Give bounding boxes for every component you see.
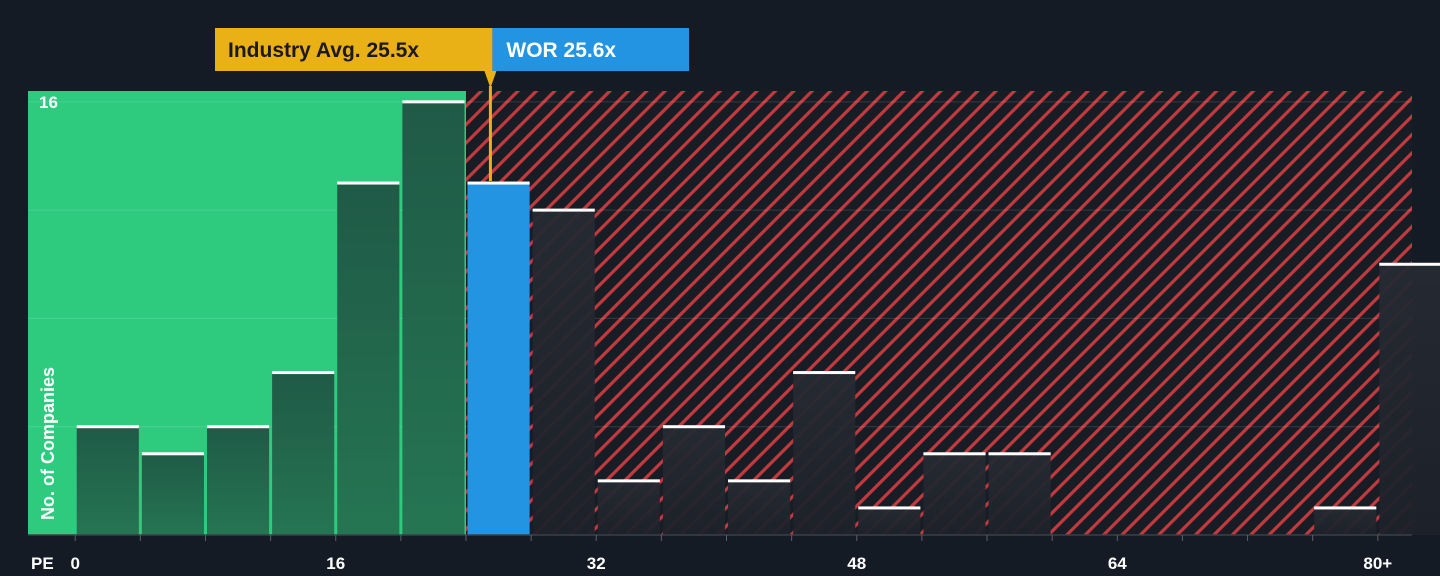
histogram-bar — [858, 507, 921, 535]
bar-top-cap — [1379, 262, 1440, 266]
histogram-bar — [988, 453, 1051, 535]
industry-avg-label-box — [215, 28, 493, 71]
histogram-bar — [76, 426, 139, 535]
bar-top-cap — [793, 371, 856, 375]
bar-top-cap — [467, 181, 530, 185]
bar-top-cap — [402, 100, 465, 104]
histogram-bar — [1379, 264, 1440, 535]
histogram-bar — [402, 101, 465, 535]
histogram-bar — [1314, 507, 1377, 535]
histogram-bar — [662, 426, 726, 535]
x-ticks: 0 16 32 48 64 80+ — [70, 535, 1392, 573]
bar-top-cap — [206, 425, 270, 429]
bar-top-cap — [858, 506, 921, 510]
bar-top-cap — [988, 452, 1051, 456]
histogram-bar — [141, 453, 204, 535]
company-label-box — [492, 28, 689, 71]
company-label: WOR 25.6x — [506, 39, 616, 62]
histogram-bar — [532, 210, 595, 535]
x-tick-label: 0 — [70, 554, 79, 571]
bar-top-cap — [76, 425, 139, 429]
x-tick-label: 64 — [1108, 554, 1127, 571]
histogram-bar — [597, 480, 660, 535]
bar-top-cap — [532, 208, 595, 212]
y-axis-label: No. of Companies — [38, 367, 58, 520]
histogram-bar — [793, 372, 856, 535]
y-tick-label: 16 — [39, 93, 58, 112]
bars-group — [76, 100, 1440, 536]
histogram-bar — [272, 372, 335, 535]
industry-avg-label: Industry Avg. 25.5x — [228, 39, 419, 62]
histogram-bar — [728, 480, 791, 535]
x-tick-label: 32 — [587, 554, 606, 571]
bar-top-cap — [141, 452, 204, 456]
histogram-bar — [206, 426, 270, 535]
bar-top-cap — [662, 425, 726, 429]
x-axis-label: PE — [31, 554, 54, 571]
histogram-bar — [337, 183, 400, 536]
bar-top-cap — [597, 479, 660, 483]
x-tick-label: 80+ — [1363, 554, 1392, 571]
bar-top-cap — [923, 452, 986, 456]
industry-avg-pointer — [484, 71, 497, 88]
x-tick-label: 48 — [847, 554, 866, 571]
bar-top-cap — [728, 479, 791, 483]
histogram-bar — [467, 183, 530, 536]
bar-top-cap — [272, 371, 335, 375]
bar-top-cap — [1314, 506, 1377, 510]
x-tick-label: 16 — [326, 554, 345, 571]
bar-top-cap — [337, 181, 400, 185]
histogram-bar — [923, 453, 986, 535]
